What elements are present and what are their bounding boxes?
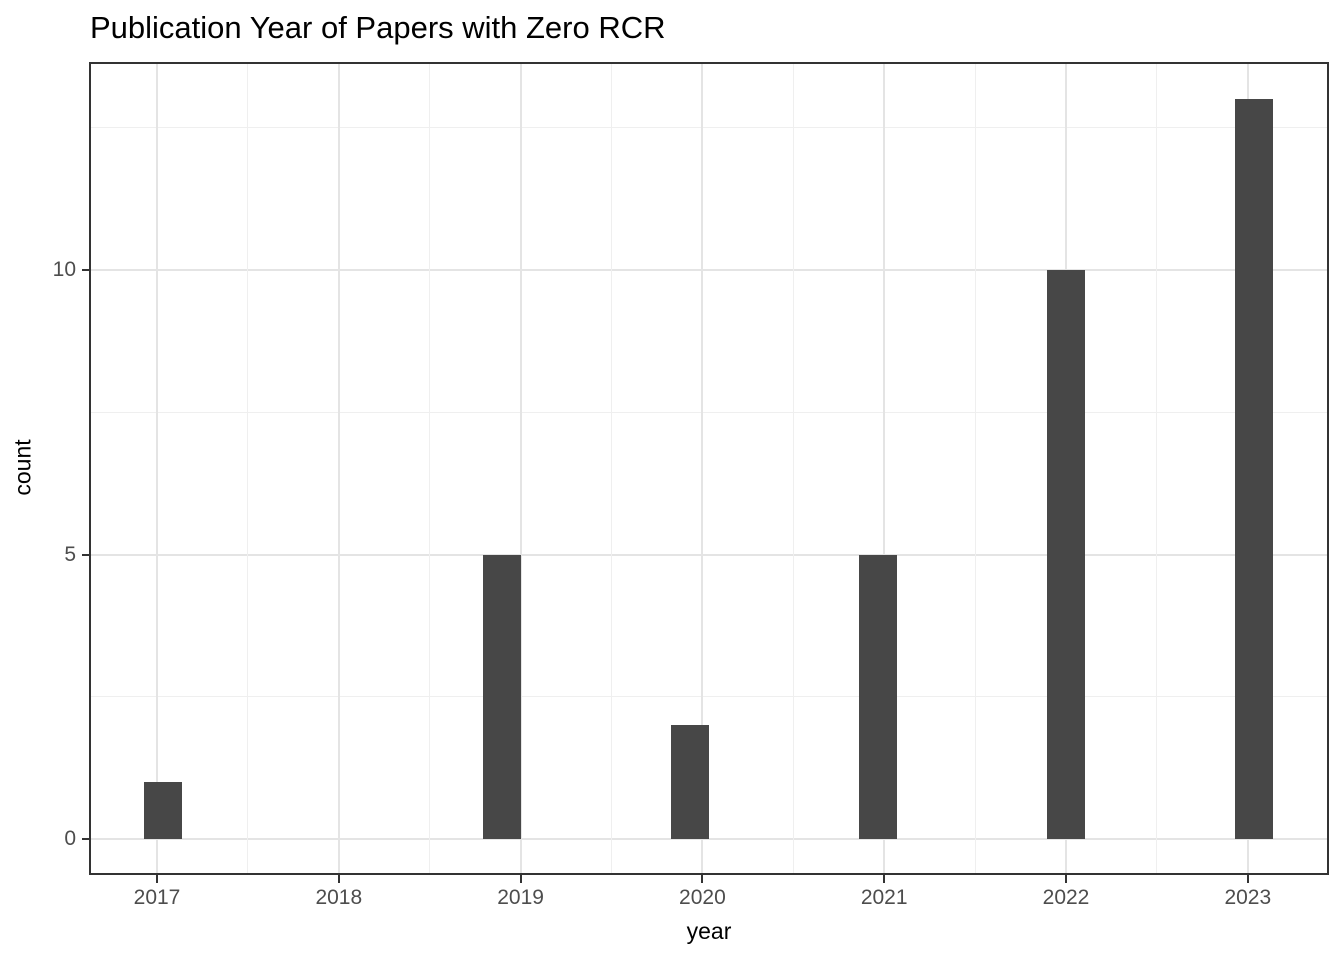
- gridline-x-2019: [519, 62, 522, 875]
- gridline-x-minor-2017: [247, 62, 249, 875]
- gridline-y-5: [89, 553, 1329, 556]
- x-tick-2018: [337, 875, 340, 883]
- x-tick-2019: [519, 875, 522, 883]
- bar-2019: [482, 554, 521, 839]
- gridline-y-10: [89, 269, 1329, 271]
- x-tick-label-2022: 2022: [1042, 886, 1090, 909]
- x-axis-title: year: [686, 918, 732, 944]
- bar-2022: [1047, 270, 1085, 839]
- y-tick-10: [82, 269, 89, 271]
- gridline-x-minor-2019: [611, 62, 612, 875]
- bar-2023: [1235, 99, 1273, 839]
- x-tick-2020: [701, 875, 704, 883]
- plot-panel: [89, 62, 1329, 875]
- gridline-x-2018: [337, 62, 340, 875]
- x-tick-label-2017: 2017: [133, 886, 181, 909]
- y-tick-0: [82, 838, 89, 840]
- gridline-x-minor-2020: [792, 62, 794, 875]
- gridline-x-minor-2022: [1156, 62, 1158, 875]
- gridline-y-minor-2.5: [89, 696, 1329, 698]
- y-tick-label-10: 10: [52, 258, 76, 281]
- gridline-x-minor-2021: [974, 62, 976, 875]
- x-tick-label-2020: 2020: [679, 886, 726, 909]
- gridline-y-minor-7.5: [89, 411, 1329, 413]
- bar-2020: [671, 725, 709, 839]
- y-tick-label-0: 0: [64, 827, 76, 850]
- x-tick-2023: [1246, 875, 1249, 883]
- x-tick-2022: [1065, 875, 1067, 883]
- y-tick-label-5: 5: [64, 542, 76, 566]
- x-tick-label-2019: 2019: [497, 886, 544, 909]
- x-tick-label-2021: 2021: [860, 886, 908, 909]
- x-tick-2017: [156, 875, 158, 883]
- y-axis-title: count: [9, 439, 36, 496]
- x-tick-label-2023: 2023: [1224, 886, 1272, 909]
- bar-2017: [144, 782, 183, 839]
- y-tick-5: [82, 553, 89, 556]
- gridline-x-2021: [883, 62, 886, 875]
- x-tick-2021: [883, 875, 886, 883]
- gridline-x-minor-2018: [429, 62, 431, 875]
- gridline-y-minor-12.5: [89, 127, 1329, 129]
- chart-title: Publication Year of Papers with Zero RCR: [90, 10, 666, 45]
- gridline-y-0: [89, 838, 1329, 840]
- gridline-x-2020: [701, 62, 704, 875]
- gridline-x-2017: [156, 62, 158, 875]
- x-tick-label-2018: 2018: [315, 886, 363, 909]
- bar-2021: [859, 554, 897, 839]
